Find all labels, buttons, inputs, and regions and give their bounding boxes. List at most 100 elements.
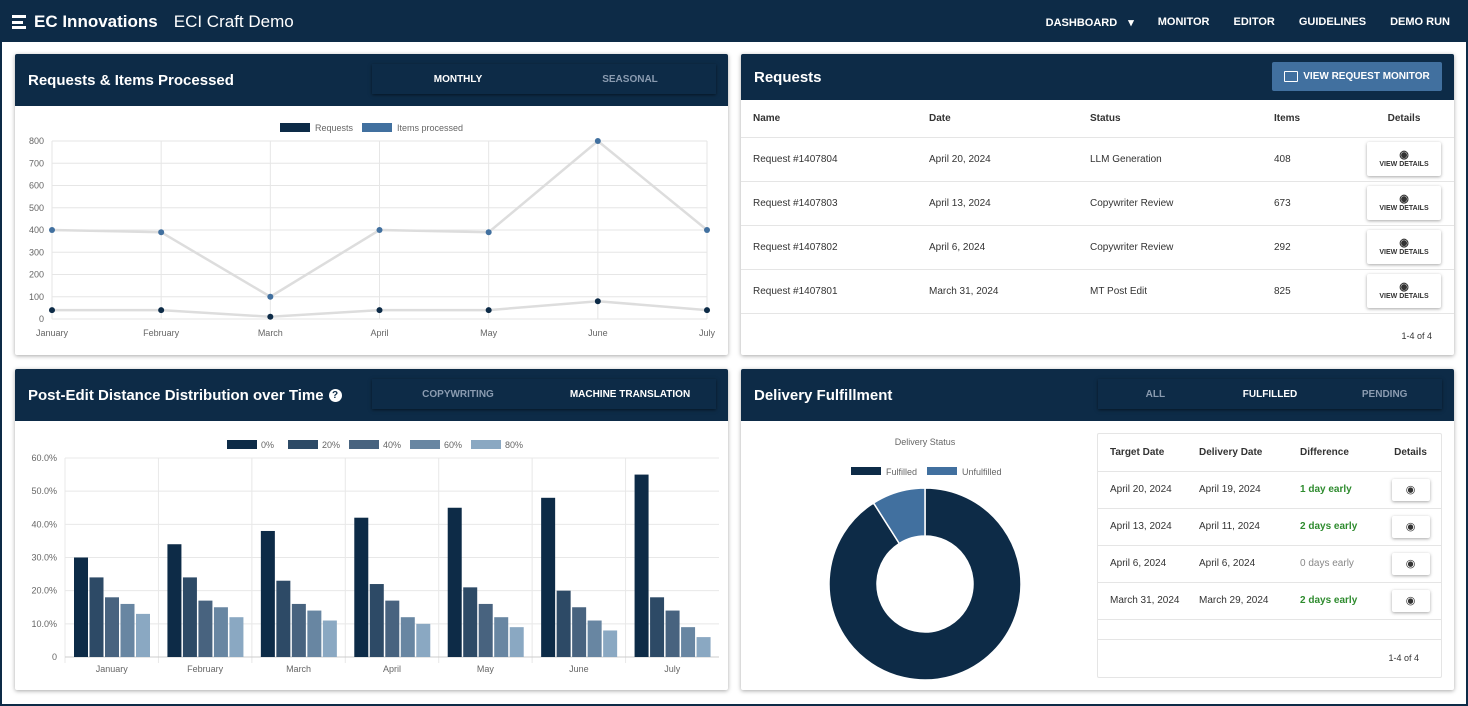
col-delivery-date: Delivery Date — [1199, 434, 1300, 472]
nav-guidelines[interactable]: GUIDELINES — [1298, 16, 1367, 28]
view-details-button[interactable]: ◉ VIEW DETAILS — [1367, 230, 1441, 264]
x-tick-label: July — [664, 664, 681, 674]
bar-60pct-may — [494, 617, 509, 657]
nav-dashboard[interactable]: DASHBOARD ▾ — [1046, 16, 1134, 29]
cell-delivery-date: April 6, 2024 — [1199, 545, 1300, 583]
table-row: Request #1407802 April 6, 2024 Copywriter … — [741, 225, 1454, 270]
donut-slice-fulfilled — [828, 487, 1022, 681]
button-label: VIEW DETAILS — [1379, 205, 1429, 212]
y-tick-label: 40.0% — [31, 519, 57, 529]
data-point — [704, 307, 710, 314]
data-point — [376, 307, 383, 314]
view-details-button[interactable]: ◉ — [1392, 479, 1430, 501]
delivery-table: Target Date Delivery Date Difference Det… — [1098, 434, 1441, 620]
y-tick-label: 600 — [29, 181, 44, 191]
cell-delivery-date: April 19, 2024 — [1199, 471, 1300, 509]
cell-target-date: March 31, 2024 — [1098, 582, 1199, 620]
tab-fulfilled[interactable]: FULFILLED — [1242, 388, 1298, 400]
tab-monthly[interactable]: MONTHLY — [433, 73, 483, 85]
tab-seasonal[interactable]: SEASONAL — [602, 73, 658, 85]
nav-monitor[interactable]: MONITOR — [1157, 16, 1210, 28]
monitor-icon — [1284, 71, 1299, 82]
cell-delivery-date: March 29, 2024 — [1199, 582, 1300, 620]
tab-pending[interactable]: PENDING — [1361, 388, 1408, 400]
button-label: VIEW DETAILS — [1379, 293, 1429, 300]
cell-items: 408 — [1274, 137, 1354, 182]
y-tick-label: 700 — [29, 158, 44, 168]
tab-all[interactable]: ALL — [1145, 388, 1166, 400]
eye-icon: ◉ — [1405, 484, 1416, 496]
bar-0pct-june — [541, 497, 556, 657]
cell-target-date: April 13, 2024 — [1098, 508, 1199, 546]
nav-editor[interactable]: EDITOR — [1233, 16, 1275, 28]
cell-difference: 0 days early — [1300, 545, 1380, 583]
app-title: ECI Craft Demo — [173, 12, 294, 31]
nav-demo-run[interactable]: DEMO RUN — [1390, 16, 1450, 28]
x-tick-label: June — [569, 664, 589, 674]
view-details-button[interactable]: ◉ — [1392, 516, 1430, 538]
bar-60pct-july — [681, 627, 696, 657]
bar-80pct-june — [603, 630, 618, 657]
x-tick-label: March — [286, 664, 311, 674]
cell-target-date: April 6, 2024 — [1098, 545, 1199, 583]
x-tick-label: March — [258, 328, 283, 338]
pagination: 1-4 of 4 — [1388, 653, 1419, 663]
legend-swatch — [927, 467, 957, 475]
brand-logo[interactable]: EC Innovations — [12, 12, 158, 32]
y-tick-label: 10.0% — [31, 619, 57, 629]
bar-60pct-january — [120, 603, 135, 657]
view-details-button[interactable]: ◉ — [1392, 553, 1430, 575]
cell-name: Request #1407804 — [741, 137, 929, 182]
bar-40pct-july — [665, 610, 680, 657]
brand-name: EC Innovations — [34, 12, 158, 31]
y-tick-label: 60.0% — [31, 453, 57, 463]
delivery-table-panel: Target Date Delivery Date Difference Det… — [1097, 433, 1442, 678]
view-request-monitor-button[interactable]: VIEW REQUEST MONITOR — [1272, 62, 1442, 91]
bar-0pct-february — [167, 544, 182, 657]
bar-0pct-july — [634, 474, 649, 657]
legend-swatch — [280, 123, 310, 132]
eye-icon: ◉ — [1405, 595, 1416, 607]
legend-label: 40% — [383, 440, 401, 450]
cell-date: April 13, 2024 — [929, 181, 1090, 226]
bar-20pct-july — [650, 597, 665, 657]
help-icon[interactable]: ? — [328, 388, 342, 402]
caret-down-icon: ▾ — [1128, 16, 1134, 29]
legend-swatch — [362, 123, 392, 132]
view-details-button[interactable]: ◉ VIEW DETAILS — [1367, 186, 1441, 220]
tab-machine-translation[interactable]: MACHINE TRANSLATION — [569, 388, 691, 400]
view-details-button[interactable]: ◉ VIEW DETAILS — [1367, 142, 1441, 176]
bar-40pct-june — [572, 607, 587, 657]
data-point — [594, 298, 601, 305]
eye-icon: ◉ — [1399, 193, 1409, 205]
eye-icon: ◉ — [1399, 149, 1409, 161]
view-details-button[interactable]: ◉ — [1392, 590, 1430, 612]
col-details: Details — [1380, 434, 1441, 472]
legend-label: 80% — [505, 440, 523, 450]
cell-name: Request #1407802 — [741, 225, 929, 270]
logo-icon — [12, 15, 26, 29]
y-tick-label: 200 — [29, 270, 44, 280]
cell-difference: 2 days early — [1300, 508, 1380, 546]
bar-40pct-january — [105, 597, 119, 657]
requests-table: Name Date Status Items Details Request #… — [741, 100, 1454, 314]
delivery-card: Delivery Fulfillment ALL FULFILLED PENDI… — [741, 369, 1454, 690]
bar-80pct-april — [416, 623, 431, 657]
cell-name: Request #1407801 — [741, 269, 929, 314]
col-details: Details — [1354, 100, 1454, 138]
cell-details: ◉ — [1380, 508, 1441, 546]
card-title: Post-Edit Distance Distribution over Tim… — [28, 386, 324, 404]
legend-swatch — [349, 440, 379, 449]
table-row: Request #1407803 April 13, 2024 Copywriter… — [741, 181, 1454, 226]
top-navbar: EC Innovations ECI Craft Demo DASHBOARD … — [2, 2, 1468, 42]
tab-copywriting[interactable]: COPYWRITING — [422, 388, 494, 400]
cell-status: Copywriter Review — [1090, 181, 1274, 226]
bar-0pct-march — [260, 530, 275, 657]
cell-date: March 31, 2024 — [929, 269, 1090, 314]
card-title: Requests & Items Processed — [28, 71, 234, 89]
view-details-button[interactable]: ◉ VIEW DETAILS — [1367, 274, 1441, 308]
bar-80pct-july — [696, 637, 711, 657]
y-tick-label: 300 — [29, 247, 44, 257]
y-tick-label: 30.0% — [31, 553, 57, 563]
x-tick-label: February — [187, 664, 224, 674]
